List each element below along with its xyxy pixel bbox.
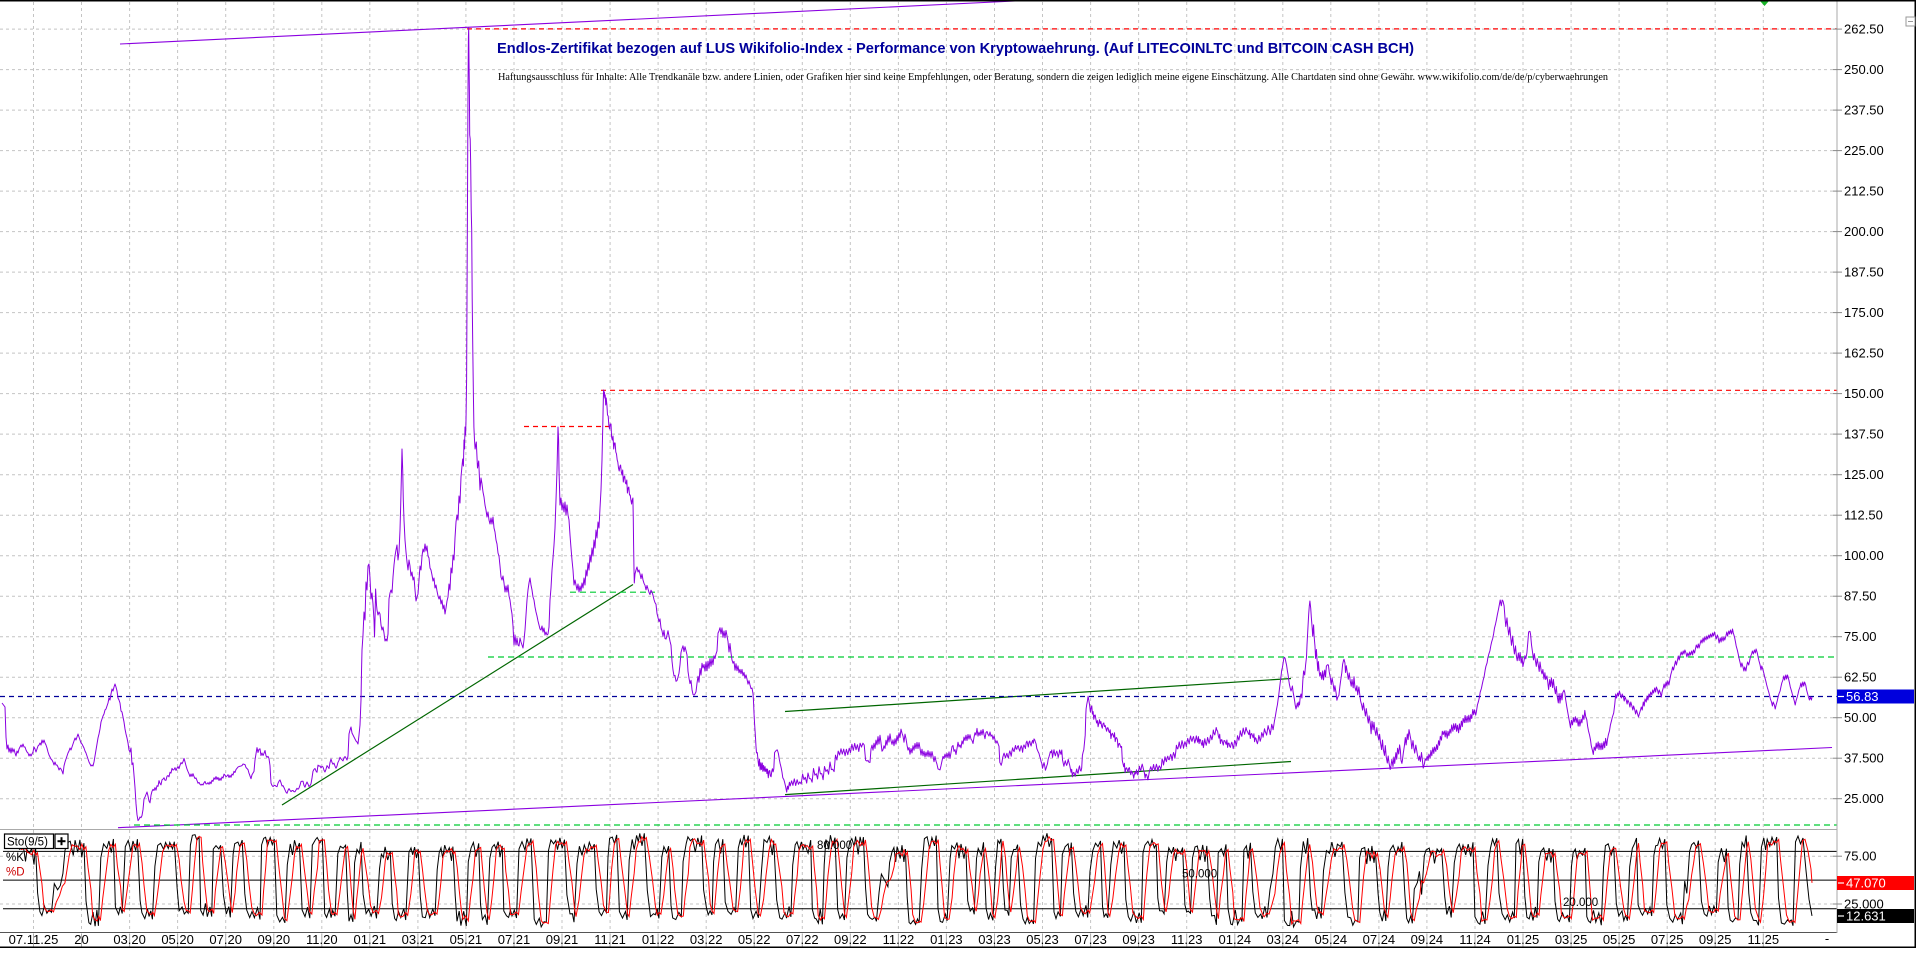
svg-text:03.23: 03.23 xyxy=(978,932,1011,947)
svg-text:Sto(9/5): Sto(9/5) xyxy=(7,837,48,849)
svg-text:75.00: 75.00 xyxy=(1844,849,1877,864)
svg-text:80.000: 80.000 xyxy=(817,840,852,852)
svg-text:200.00: 200.00 xyxy=(1844,224,1884,239)
svg-text:01.23: 01.23 xyxy=(930,932,963,947)
svg-text:Endlos-Zertifikat bezogen auf: Endlos-Zertifikat bezogen auf LUS Wikifo… xyxy=(497,41,1414,57)
svg-text:07.11.25: 07.11.25 xyxy=(9,932,59,947)
svg-text:03.24: 03.24 xyxy=(1267,932,1300,947)
svg-text:09.24: 09.24 xyxy=(1411,932,1444,947)
svg-text:50.000: 50.000 xyxy=(1182,869,1217,881)
svg-text:09.22: 09.22 xyxy=(834,932,867,947)
svg-text:05.21: 05.21 xyxy=(450,932,483,947)
svg-text:47.070: 47.070 xyxy=(1846,876,1886,891)
svg-text:01.24: 01.24 xyxy=(1219,932,1252,947)
svg-text:09.21: 09.21 xyxy=(546,932,579,947)
svg-text:100.00: 100.00 xyxy=(1844,548,1884,563)
svg-text:262.50: 262.50 xyxy=(1844,22,1884,37)
svg-text:07.22: 07.22 xyxy=(786,932,819,947)
svg-text:37.500: 37.500 xyxy=(1844,751,1884,766)
svg-text:11.21: 11.21 xyxy=(594,932,626,947)
svg-text:05.23: 05.23 xyxy=(1026,932,1059,947)
svg-text:175.00: 175.00 xyxy=(1844,305,1884,320)
svg-text:03.20: 03.20 xyxy=(113,932,146,947)
svg-text:01.25: 01.25 xyxy=(1507,932,1540,947)
svg-text:20.000: 20.000 xyxy=(1563,897,1598,909)
svg-text:03.25: 03.25 xyxy=(1555,932,1588,947)
svg-text:125.00: 125.00 xyxy=(1844,467,1884,482)
svg-text:01.22: 01.22 xyxy=(642,932,675,947)
svg-text:-: - xyxy=(1825,931,1829,946)
svg-text:137.50: 137.50 xyxy=(1844,427,1884,442)
svg-text:05.24: 05.24 xyxy=(1315,932,1348,947)
svg-text:07.23: 07.23 xyxy=(1074,932,1107,947)
svg-text:11.24: 11.24 xyxy=(1459,932,1491,947)
svg-text:162.50: 162.50 xyxy=(1844,346,1884,361)
svg-text:75.00: 75.00 xyxy=(1844,629,1877,644)
svg-text:%D: %D xyxy=(6,867,25,879)
svg-text:212.50: 212.50 xyxy=(1844,184,1884,199)
svg-text:05.20: 05.20 xyxy=(161,932,194,947)
svg-text:05.25: 05.25 xyxy=(1603,932,1636,947)
svg-text:237.50: 237.50 xyxy=(1844,103,1884,118)
svg-text:07.25: 07.25 xyxy=(1651,932,1684,947)
svg-text:187.50: 187.50 xyxy=(1844,265,1884,280)
svg-text:11.22: 11.22 xyxy=(883,932,915,947)
svg-text:250.00: 250.00 xyxy=(1844,62,1884,77)
svg-text:07.24: 07.24 xyxy=(1363,932,1396,947)
svg-text:07.21: 07.21 xyxy=(498,932,531,947)
svg-text:Haftungsausschluss für Inhalte: Haftungsausschluss für Inhalte: Alle Tre… xyxy=(498,72,1608,83)
svg-text:87.50: 87.50 xyxy=(1844,589,1877,604)
svg-text:12.631: 12.631 xyxy=(1846,909,1886,924)
svg-text:25.000: 25.000 xyxy=(1844,791,1884,806)
svg-text:50.00: 50.00 xyxy=(1844,710,1877,725)
svg-text:05.22: 05.22 xyxy=(738,932,771,947)
svg-text:09.23: 09.23 xyxy=(1122,932,1155,947)
svg-text:11.25: 11.25 xyxy=(1748,932,1780,947)
svg-text:11.23: 11.23 xyxy=(1171,932,1203,947)
svg-text:225.00: 225.00 xyxy=(1844,143,1884,158)
svg-text:%K: %K xyxy=(6,852,24,864)
svg-text:112.50: 112.50 xyxy=(1844,508,1883,523)
svg-text:03.22: 03.22 xyxy=(690,932,723,947)
svg-text:150.00: 150.00 xyxy=(1844,386,1884,401)
svg-text:20: 20 xyxy=(74,932,88,947)
svg-text:03.21: 03.21 xyxy=(402,932,435,947)
svg-text:01.21: 01.21 xyxy=(354,932,387,947)
svg-text:09.20: 09.20 xyxy=(258,932,291,947)
svg-text:11.20: 11.20 xyxy=(306,932,338,947)
svg-text:62.50: 62.50 xyxy=(1844,670,1877,685)
svg-text:09.25: 09.25 xyxy=(1699,932,1732,947)
svg-text:07.20: 07.20 xyxy=(209,932,242,947)
svg-text:56.83: 56.83 xyxy=(1846,689,1879,704)
